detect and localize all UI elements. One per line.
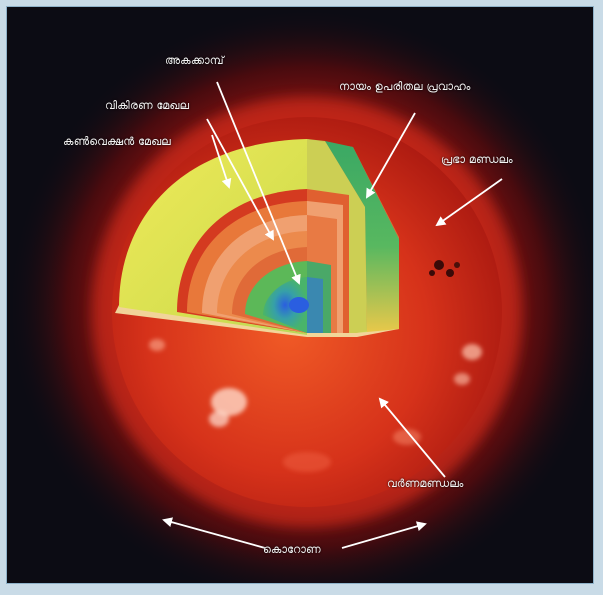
arrow-corona-left [162,517,266,549]
arrow-corona-right [341,521,427,549]
label-photosphere: പ്രഭാ മണ്ഡലം [441,153,513,166]
pointer-arrows [162,81,503,549]
surface-faculae [149,339,482,472]
label-radiative-zone: വികിരണ മേഖല [105,99,190,112]
label-core: അകക്കാമ്പ് [165,54,224,67]
label-corona: കൊറോണ [263,543,321,556]
sunspots [429,260,460,277]
label-convective-zone: കൺവെക്ഷൻ മേഖല [63,135,171,148]
arrow-magnetic-flow [366,112,416,199]
arrow-chromosphere [378,397,446,478]
label-chromosphere: വർണമണ്ഡലം [387,477,464,490]
label-magnetic-flow: നായം ഉപരിതല പ്രവാഹം [339,80,471,93]
diagram-frame: അകക്കാമ്പ് വികിരണ മേഖല കൺവെക്ഷൻ മേഖല നായ… [6,6,594,584]
arrow-radiative [206,118,274,241]
arrow-convective [211,134,232,189]
core-side-inner [307,277,323,333]
core [263,277,307,333]
sun-structure-diagram [7,7,593,583]
core-center [289,297,309,313]
flow-band [325,141,399,332]
arrow-core [216,81,301,285]
arrow-photosphere [435,178,503,227]
